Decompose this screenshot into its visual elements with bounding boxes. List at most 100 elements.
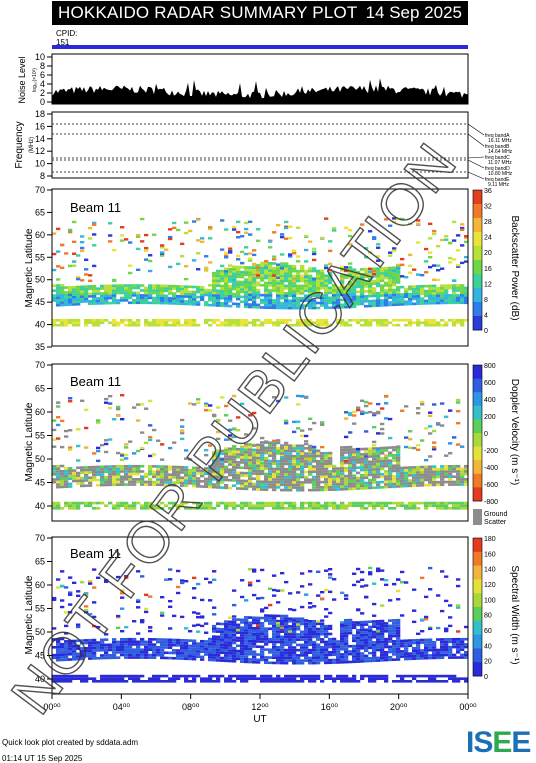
power-cell	[104, 296, 109, 300]
power-cell	[108, 296, 113, 300]
width-cell	[396, 578, 401, 581]
width-cell	[344, 639, 349, 643]
velocity-cell	[304, 442, 309, 446]
width-cell	[332, 648, 337, 651]
power-cell	[180, 287, 185, 291]
width-cell	[448, 656, 453, 659]
power-cell	[328, 271, 333, 275]
velocity-cell	[396, 472, 401, 475]
velocity-cell	[180, 465, 185, 469]
power-cell	[280, 282, 285, 285]
width-cell	[420, 651, 425, 655]
velocity-cell	[420, 470, 425, 474]
power-cell	[376, 273, 381, 277]
width-cell	[352, 657, 357, 661]
width-cell	[164, 680, 169, 683]
width-cell	[224, 636, 229, 639]
width-cell	[408, 644, 413, 648]
velocity-cell	[368, 504, 373, 507]
power-cell	[236, 230, 241, 234]
width-cell	[256, 677, 261, 680]
velocity-cell	[464, 480, 469, 484]
velocity-cell	[404, 484, 409, 488]
power-cell	[460, 299, 465, 302]
power-cell	[400, 263, 405, 267]
power-cell	[188, 323, 193, 327]
power-cell	[340, 305, 345, 309]
power-cell	[216, 269, 221, 273]
velocity-cell	[136, 449, 141, 453]
width-cell	[360, 623, 365, 627]
power-cell	[404, 276, 409, 279]
width-cell	[112, 648, 117, 652]
width-cell	[380, 659, 385, 662]
velocity-cell	[68, 485, 73, 488]
width-cell	[204, 622, 209, 625]
power-cell	[292, 323, 297, 327]
velocity-cell	[236, 453, 241, 456]
width-cell	[284, 651, 289, 654]
velocity-cell	[384, 454, 389, 457]
power-cell	[244, 268, 249, 272]
velocity-cell	[420, 403, 425, 406]
velocity-cell	[228, 460, 233, 464]
velocity-cell	[284, 422, 289, 425]
velocity-cell	[224, 460, 229, 463]
power-cell	[60, 318, 65, 322]
width-cell	[272, 640, 277, 644]
power-cell	[76, 288, 81, 291]
width-cell	[300, 659, 305, 662]
power-cell	[332, 306, 337, 309]
width-cell	[408, 641, 413, 645]
width-cell	[388, 635, 393, 638]
width-cell	[384, 640, 389, 644]
velocity-cell	[256, 488, 261, 491]
velocity-cell	[284, 467, 289, 471]
velocity-cell	[432, 470, 437, 474]
width-cbar-tick: 20	[484, 659, 492, 666]
power-cell	[288, 225, 293, 228]
power-cell	[372, 302, 377, 305]
power-cell	[164, 299, 169, 303]
velocity-cell	[272, 467, 277, 471]
power-cell	[236, 275, 241, 279]
power-cell	[348, 305, 353, 309]
velocity-cell	[316, 459, 321, 463]
velocity-cell	[364, 481, 369, 485]
width-cell	[272, 656, 277, 659]
power-cell	[308, 304, 313, 307]
velocity-cell	[216, 418, 221, 422]
velocity-cell	[192, 484, 197, 488]
power-cell	[164, 296, 169, 300]
power-cell	[392, 276, 397, 279]
power-cell	[312, 258, 317, 262]
power-cell	[416, 287, 421, 291]
power-cell	[388, 251, 393, 254]
velocity-cell	[156, 478, 161, 481]
power-cell	[332, 288, 337, 292]
power-cell	[56, 286, 61, 290]
velocity-cell	[132, 406, 137, 409]
velocity-cell	[352, 487, 357, 491]
width-cell	[88, 646, 93, 650]
power-cell	[120, 226, 125, 229]
velocity-cell	[240, 461, 245, 464]
velocity-cell	[424, 507, 429, 510]
power-cell	[324, 284, 329, 287]
power-cell	[132, 299, 137, 302]
width-cell	[380, 619, 385, 623]
width-cell	[100, 643, 105, 647]
velocity-cell	[300, 449, 305, 453]
width-cell	[360, 677, 365, 680]
width-cell	[188, 644, 193, 648]
power-cell	[368, 270, 373, 273]
width-cell	[428, 627, 433, 631]
width-cell	[176, 585, 181, 589]
width-cell	[120, 643, 125, 646]
velocity-cell	[180, 429, 185, 432]
width-cell	[436, 674, 441, 678]
width-cell	[240, 636, 245, 640]
velocity-cell	[296, 447, 301, 450]
power-cell	[192, 290, 197, 294]
velocity-cell	[224, 468, 229, 471]
